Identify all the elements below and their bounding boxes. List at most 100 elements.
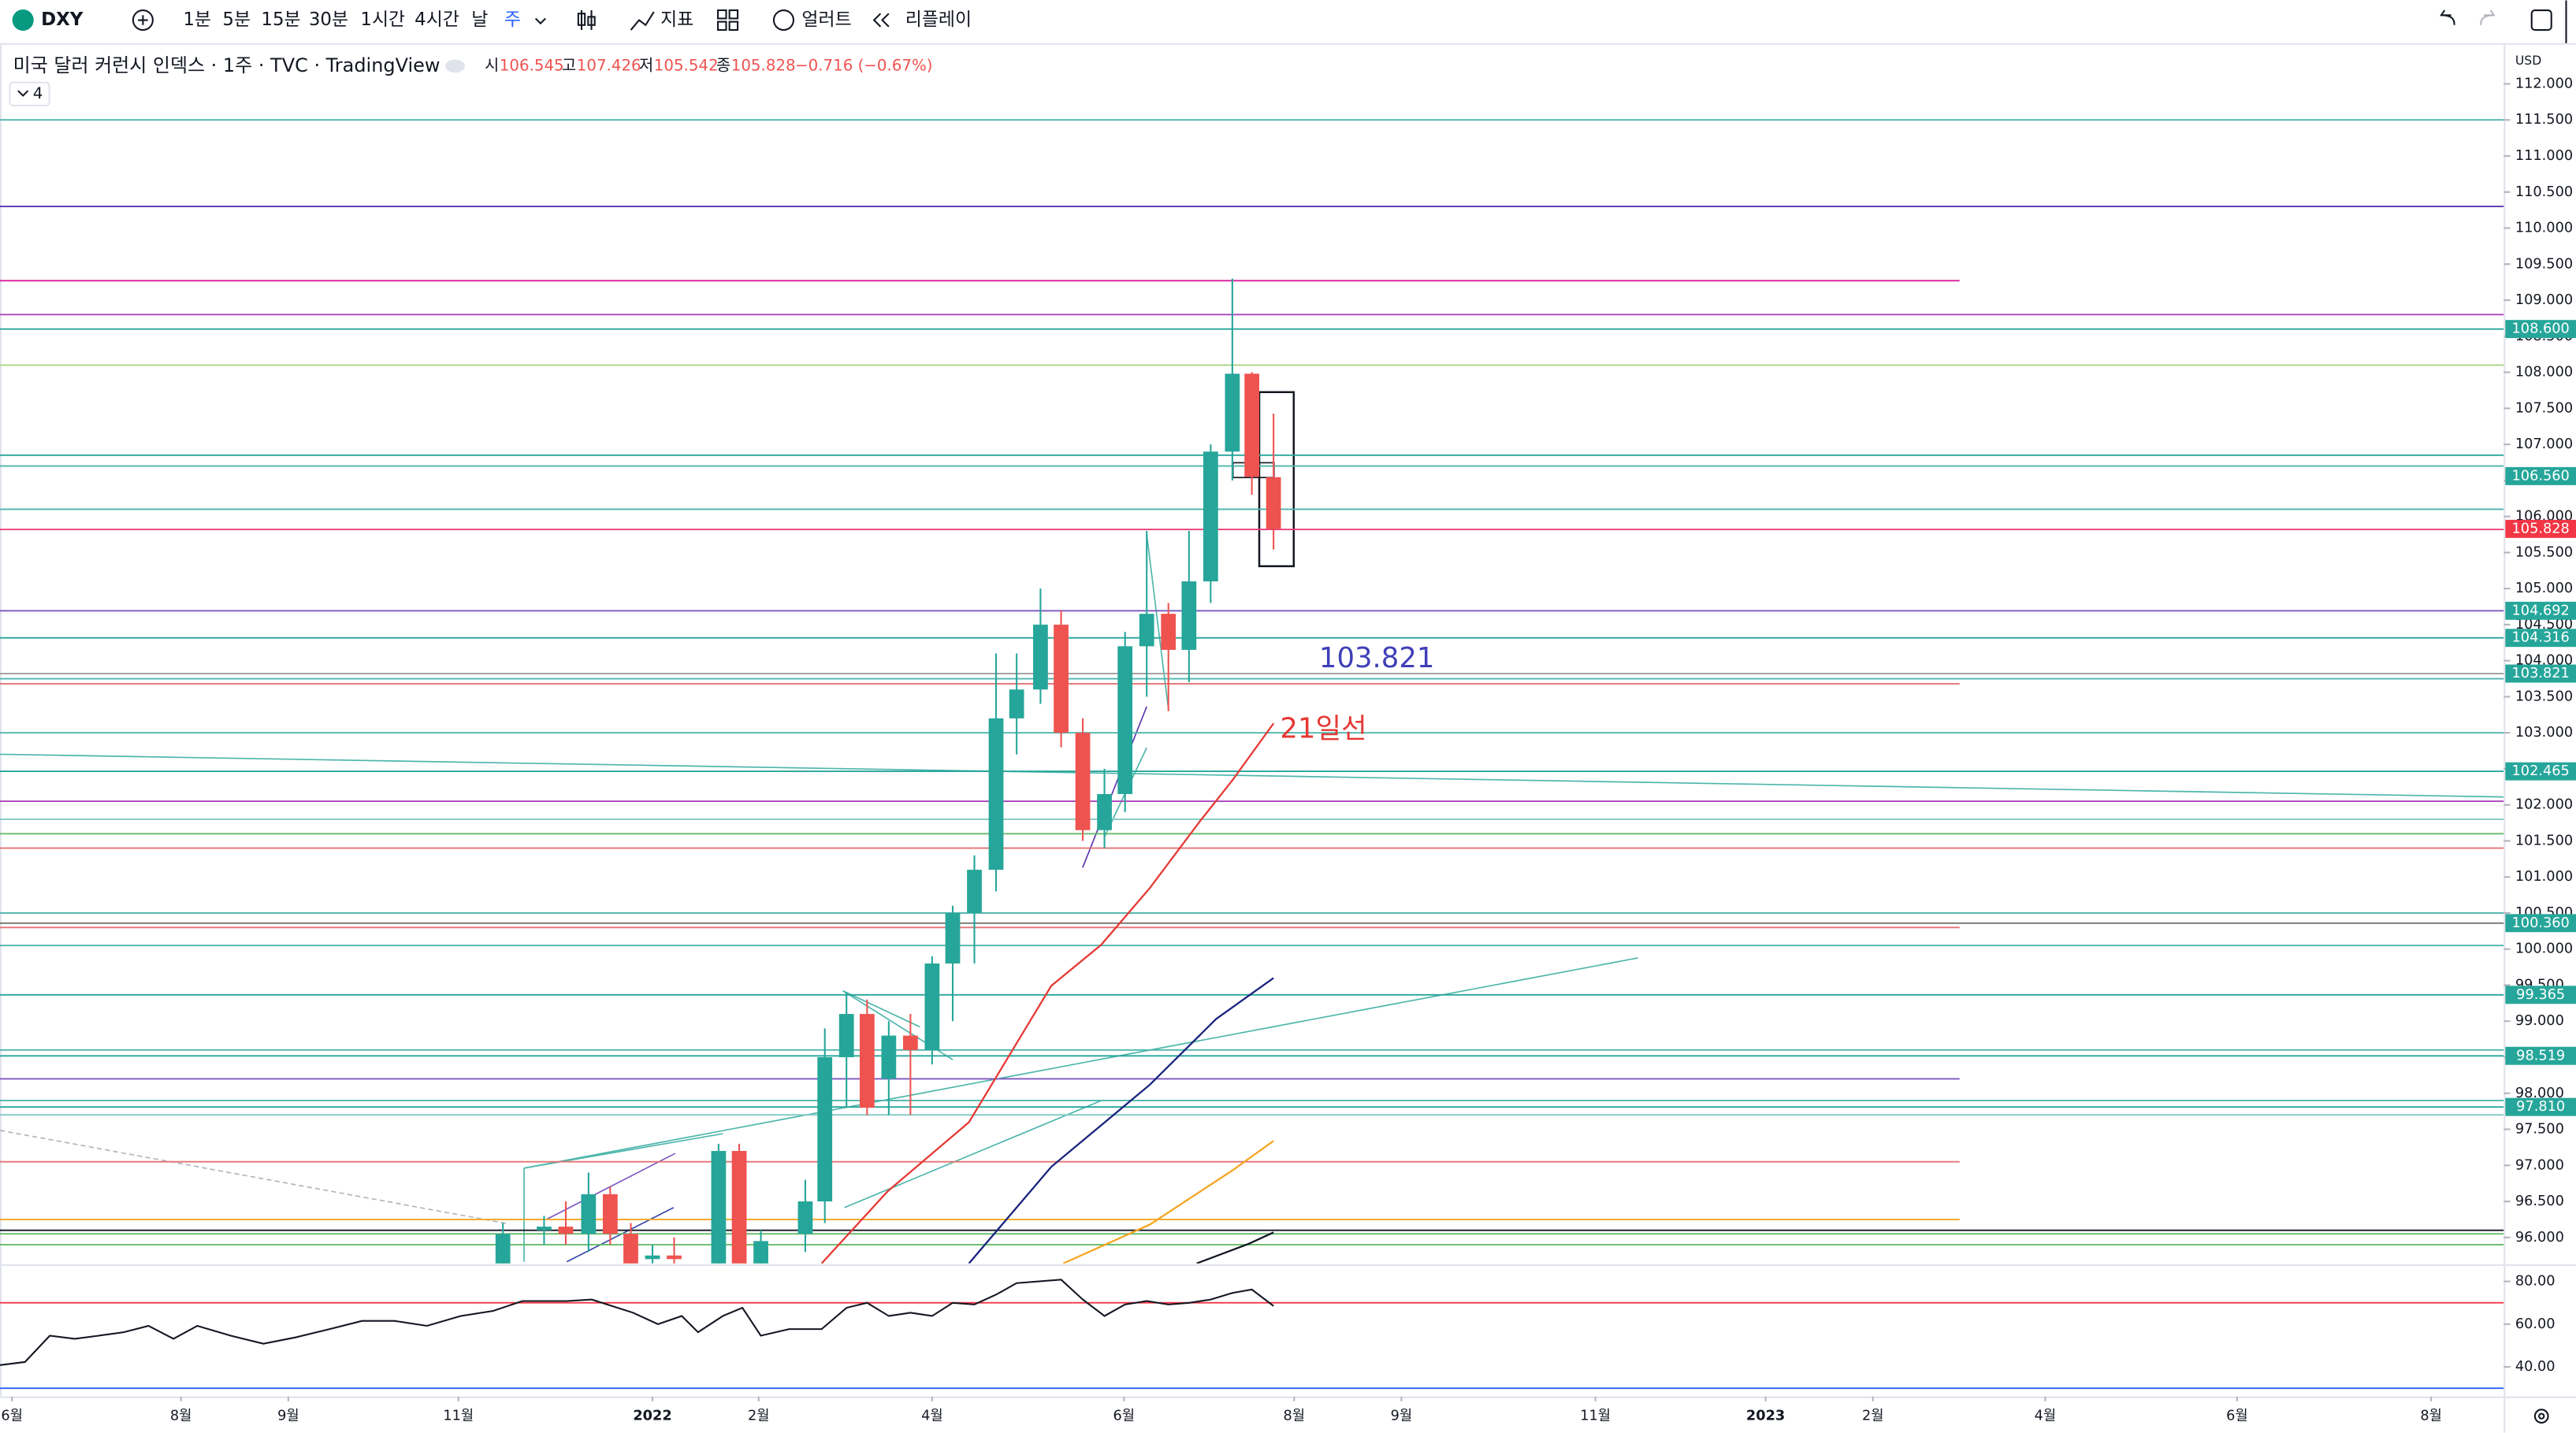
trend-line: [0, 753, 2504, 798]
y-tick-label: 60.00: [2515, 1316, 2556, 1332]
candle-body: [581, 1194, 597, 1234]
x-tick-label: 9월: [1391, 1408, 1413, 1424]
redo[interactable]: [2480, 9, 2496, 25]
interval[interactable]: 15분: [261, 9, 300, 30]
price-badge: [2505, 629, 2576, 648]
price-badge: [2505, 519, 2576, 538]
layout-icon[interactable]: [717, 9, 739, 32]
price-badge: [2505, 1097, 2576, 1116]
rsi-pane: [0, 1279, 2504, 1390]
y-tick-label: 103.000: [2515, 725, 2573, 741]
candle-body: [881, 1035, 897, 1079]
candle-body: [667, 1255, 682, 1260]
annotation: 103.821: [1319, 642, 1435, 674]
candle-body: [731, 1150, 747, 1264]
fullscreen[interactable]: [2530, 9, 2552, 32]
y-tick-label: 96.000: [2515, 1230, 2564, 1246]
trend-line: [842, 989, 920, 1028]
y-tick-label: 109.500: [2515, 256, 2573, 272]
rsi-line: [0, 1279, 1274, 1366]
ohlc-value: 105.828: [731, 56, 796, 74]
y-tick-label: 111.000: [2515, 148, 2573, 164]
add-symbol[interactable]: [132, 9, 154, 32]
candle-body: [537, 1227, 552, 1231]
y-tick-label: 96.500: [2515, 1194, 2564, 1209]
candle-body: [623, 1234, 638, 1264]
axes: 96.00096.50097.00097.50098.00098.50099.0…: [1, 76, 2576, 1424]
interval[interactable]: 30분: [309, 9, 348, 30]
y-tick-label: 109.000: [2515, 292, 2573, 308]
candle-body: [1266, 477, 1281, 529]
price-badge: [2505, 320, 2576, 339]
interval[interactable]: 5분: [222, 9, 251, 30]
x-tick-label: 2023: [1746, 1409, 1785, 1424]
trend-line: [844, 1100, 1102, 1208]
legend-title: 미국 달러 커런시 인덱스 · 1주 · TVC · TradingView: [13, 54, 440, 76]
y-tick-label: 104.500: [2515, 617, 2573, 633]
indicator-toggle[interactable]: [9, 81, 50, 106]
drawings: [0, 391, 2504, 1263]
y-tick-label: 101.000: [2515, 869, 2573, 885]
moving-average: [1196, 1231, 1274, 1264]
main-pane: 103.821 21일선: [0, 119, 2504, 1264]
y-tick-label: 99.000: [2515, 1013, 2564, 1029]
indicators[interactable]: 지표: [660, 9, 693, 30]
symbol: DXY: [41, 9, 84, 30]
legend-eye[interactable]: [444, 59, 466, 73]
settings-icon[interactable]: [2533, 1409, 2549, 1424]
x-tick-label: 2월: [748, 1408, 770, 1424]
interval[interactable]: 주: [504, 9, 521, 30]
price-badge-label: 106.560: [2512, 468, 2570, 484]
candle-body: [1117, 646, 1133, 794]
candle-body: [602, 1194, 618, 1234]
add-symbol-plus: [138, 15, 148, 25]
candle-body: [817, 1056, 833, 1202]
price-badge-label: 104.316: [2512, 630, 2570, 646]
x-tick-label: 11월: [443, 1408, 474, 1424]
symbol-icon: [12, 9, 34, 32]
interval-dropdown[interactable]: [534, 17, 546, 25]
replay[interactable]: 리플레이: [905, 9, 972, 30]
ohlc-label: 종: [716, 56, 730, 74]
y-tick-label: 40.00: [2515, 1359, 2556, 1375]
candle-body: [495, 1234, 511, 1264]
indicator-count: 4: [33, 84, 43, 102]
price-badge: [2505, 1046, 2576, 1065]
alerts[interactable]: 얼러트: [801, 9, 851, 30]
candle-body: [1203, 451, 1218, 581]
interval[interactable]: 1분: [183, 9, 211, 30]
x-tick-label: 8월: [1283, 1408, 1305, 1424]
interval[interactable]: 1시간: [360, 9, 405, 30]
interval[interactable]: 4시간: [414, 9, 459, 30]
ohlc-label: 시: [485, 56, 499, 74]
candle-body: [924, 963, 940, 1050]
indicators-icon[interactable]: [630, 11, 655, 31]
price-badge-label: 103.821: [2512, 666, 2570, 681]
y-tick-label: 105.000: [2515, 581, 2573, 596]
undo[interactable]: [2440, 9, 2455, 25]
candle-body: [1009, 689, 1024, 718]
candle-style-icon[interactable]: [577, 10, 596, 31]
y-tick-label: 103.500: [2515, 689, 2573, 704]
candle-body: [1097, 793, 1112, 830]
moving-average: [1062, 1140, 1274, 1264]
alert-icon[interactable]: [772, 9, 795, 32]
moving-average: [968, 977, 1274, 1264]
y-tick-label: 110.500: [2515, 184, 2573, 200]
y-tick-label: 102.000: [2515, 797, 2573, 813]
ohlc-value: 107.426: [577, 56, 641, 74]
y-tick-label: 107.000: [2515, 436, 2573, 452]
price-badge-label: 102.465: [2512, 763, 2570, 779]
candle-body: [753, 1241, 768, 1264]
ohlc-value: 105.542: [654, 56, 719, 74]
replay-icon[interactable]: [872, 13, 890, 28]
candle-body: [1075, 733, 1091, 830]
interval[interactable]: 날: [471, 9, 488, 30]
price-badge: [2505, 601, 2576, 620]
x-tick-label: 9월: [277, 1408, 299, 1424]
currency: USD: [2515, 53, 2541, 68]
price-badge: [2505, 664, 2576, 683]
candle-body: [1054, 624, 1069, 733]
